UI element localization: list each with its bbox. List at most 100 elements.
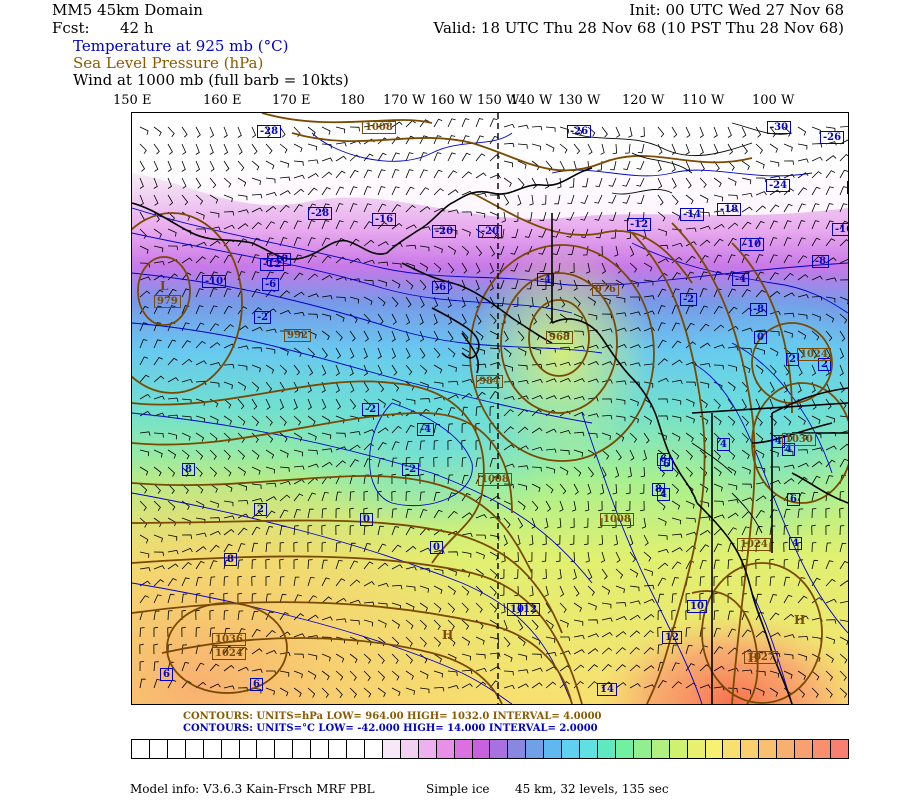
colorbar-cell bbox=[526, 740, 545, 758]
temperature-contour-label: -10 bbox=[267, 253, 292, 266]
longitude-label: 160 W bbox=[430, 93, 473, 108]
colorbar-cell bbox=[185, 740, 204, 758]
colorbar-cell bbox=[203, 740, 222, 758]
slp-field-title: Sea Level Pressure (hPa) bbox=[73, 54, 264, 72]
temperature-contour-label: 0 bbox=[754, 331, 767, 344]
temperature-contour-label: 8 bbox=[652, 483, 665, 496]
high-pressure-marker: H bbox=[794, 613, 806, 627]
temperature-contour-label: -10 bbox=[740, 238, 765, 251]
temperature-contour-label: 4 bbox=[789, 537, 802, 550]
temperature-contour-label: 8 bbox=[224, 553, 237, 566]
temperature-contour-label: -4 bbox=[417, 423, 435, 436]
longitude-label: 130 W bbox=[558, 93, 601, 108]
domain-title: MM5 45km Domain bbox=[52, 1, 203, 19]
temperature-contour-label: -2 bbox=[680, 293, 698, 306]
temperature-contour-label: 6 bbox=[657, 453, 670, 466]
temperature-contour-label: -4 bbox=[732, 273, 750, 286]
pressure-contour-label: 1024 bbox=[797, 348, 831, 361]
colorbar-cell bbox=[167, 740, 186, 758]
colorbar-cell bbox=[382, 740, 401, 758]
longitude-label: 170 W bbox=[383, 93, 426, 108]
weather-map: -28-26-30-26-32-28-18-20-24-16-12-14-16-… bbox=[131, 112, 849, 705]
temperature-contour-label: 6 bbox=[160, 668, 173, 681]
slp-contours bbox=[132, 113, 848, 704]
colorbar-cell bbox=[257, 740, 276, 758]
colorbar-cell bbox=[418, 740, 437, 758]
colorbar-cell bbox=[221, 740, 240, 758]
map-canvas bbox=[132, 113, 848, 704]
temperature-colorbar bbox=[131, 739, 849, 759]
colorbar-cell bbox=[705, 740, 724, 758]
temperature-contour-label: -10 bbox=[202, 275, 227, 288]
temperature-contour-label: -4 bbox=[537, 273, 555, 286]
high-pressure-marker: H bbox=[442, 628, 454, 642]
pressure-contour-label: 992 bbox=[284, 329, 311, 342]
colorbar-cell bbox=[795, 740, 814, 758]
temperature-contour-label: -12 bbox=[627, 218, 652, 231]
longitude-label: 120 W bbox=[622, 93, 665, 108]
colorbar-cell bbox=[239, 740, 258, 758]
colorbar-cell bbox=[597, 740, 616, 758]
temperature-contour-label: 4 bbox=[772, 435, 785, 448]
colorbar-cell bbox=[651, 740, 670, 758]
temperature-contour-label: 10 bbox=[507, 603, 527, 616]
temperature-contour-label: 2 bbox=[254, 503, 267, 516]
pressure-contour-label: 1036 bbox=[212, 633, 246, 646]
low-pressure-marker: L bbox=[160, 279, 169, 293]
pressure-contour-label: 1027 bbox=[744, 651, 778, 664]
temperature-contour-label: 4 bbox=[782, 443, 795, 456]
temperature-contour-label: 2 bbox=[818, 358, 831, 371]
longitude-label: 110 W bbox=[682, 93, 725, 108]
forecast-value: 42 h bbox=[120, 19, 154, 37]
temp-contour-info: CONTOURS: UNITS=°C LOW= -42.000 HIGH= 14… bbox=[183, 723, 598, 734]
forecast-label: Fcst: bbox=[52, 19, 90, 37]
longitude-label: 100 W bbox=[752, 93, 795, 108]
colorbar-cell bbox=[347, 740, 365, 758]
colorbar-cell bbox=[508, 740, 527, 758]
pressure-contour-label: 1024 bbox=[737, 538, 771, 551]
pressure-contour-label: 1008 bbox=[478, 473, 512, 486]
temperature-contour-label: 6 bbox=[787, 493, 800, 506]
colorbar-cell bbox=[436, 740, 455, 758]
ice-scheme: Simple ice bbox=[426, 782, 490, 796]
colorbar-cell bbox=[400, 740, 419, 758]
temperature-contour-label: -20 bbox=[432, 225, 457, 238]
temperature-contour-label: -12 bbox=[260, 258, 285, 271]
temperature-contour-label: -2 bbox=[254, 311, 272, 324]
temperature-contour-label: -28 bbox=[308, 207, 333, 220]
colorbar-cell bbox=[813, 740, 831, 758]
temperature-contour-label: -8 bbox=[812, 255, 830, 268]
colorbar-cell bbox=[132, 740, 150, 758]
temperature-contour-label: -8 bbox=[750, 303, 768, 316]
model-info: Model info: V3.6.3 Kain-Frsch MRF PBL bbox=[130, 782, 375, 796]
longitude-label: 150 W bbox=[477, 93, 520, 108]
temperature-contour-label: 0 bbox=[360, 513, 373, 526]
pressure-contour-label: 1008 bbox=[362, 121, 396, 134]
colorbar-cell bbox=[311, 740, 330, 758]
temperature-contour-label: 0 bbox=[430, 541, 443, 554]
pressure-contour-label: 1024 bbox=[212, 647, 246, 660]
colorbar-cell bbox=[687, 740, 706, 758]
colorbar-cell bbox=[544, 740, 563, 758]
colorbar-cell bbox=[364, 740, 383, 758]
temperature-contour-label: 6 bbox=[250, 678, 263, 691]
longitude-label: 180 bbox=[340, 93, 365, 108]
temperature-contour-label: 8 bbox=[182, 463, 195, 476]
pressure-contour-label: 1030 bbox=[782, 433, 816, 446]
temperature-contour-label: -2 bbox=[402, 463, 420, 476]
colorbar-cell bbox=[275, 740, 294, 758]
longitude-label: 150 E bbox=[113, 93, 152, 108]
temperature-contour-label: 10 bbox=[687, 600, 707, 613]
temperature-contour-label: -26 bbox=[820, 131, 845, 144]
colorbar-cell bbox=[580, 740, 598, 758]
temperature-contour-label: -14 bbox=[680, 208, 705, 221]
init-time: Init: 00 UTC Wed 27 Nov 68 bbox=[629, 1, 844, 19]
temperature-contour-label: 14 bbox=[597, 683, 617, 696]
colorbar-cell bbox=[777, 740, 796, 758]
pressure-contour-label: 984 bbox=[476, 375, 503, 388]
colorbar-cell bbox=[741, 740, 760, 758]
colorbar-cell bbox=[759, 740, 778, 758]
colorbar-cell bbox=[293, 740, 312, 758]
temperature-contour-label: -6 bbox=[432, 281, 450, 294]
temperature-contour-label: -16 bbox=[372, 213, 397, 226]
